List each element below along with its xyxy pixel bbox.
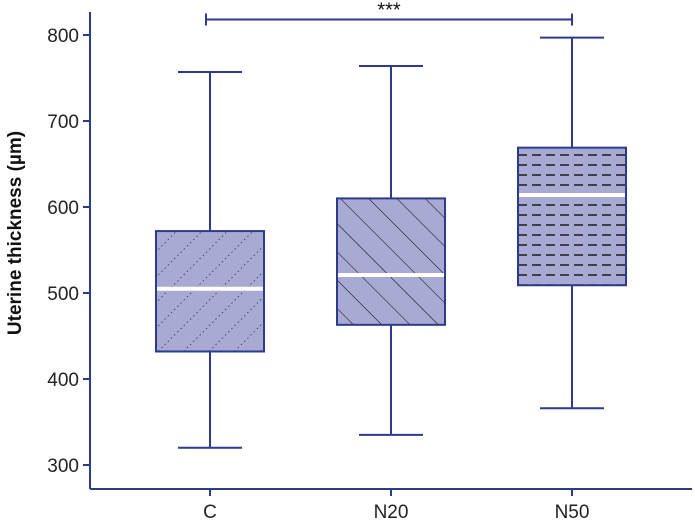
- y-axis-title: Uterine thickness (µm): [5, 131, 26, 335]
- box-series: [155, 36, 627, 449]
- x-axis-ticks: C N20 N50: [203, 489, 589, 523]
- x-tick-label-n20: N20: [374, 502, 409, 523]
- box-outline-n50: [517, 146, 627, 287]
- significance-annotations: ***: [205, 0, 573, 26]
- y-tick-label-800: 800: [47, 26, 79, 47]
- box-n50: [517, 36, 627, 410]
- y-axis-ticks: 300 400 500 600 700 800: [47, 26, 90, 477]
- y-tick-label-600: 600: [47, 198, 79, 219]
- significance-label: ***: [377, 0, 401, 22]
- box-n20: [336, 64, 446, 436]
- box-pattern-c: [156, 231, 264, 352]
- y-tick-label-700: 700: [47, 112, 79, 133]
- significance-bracket: ***: [205, 0, 573, 26]
- box-outline-n20: [336, 197, 446, 326]
- y-tick-label-500: 500: [47, 284, 79, 305]
- box-outline-c: [155, 230, 265, 353]
- x-tick-label-c: C: [203, 502, 217, 523]
- y-tick-label-400: 400: [47, 370, 79, 391]
- y-tick-label-300: 300: [47, 456, 79, 477]
- box-pattern-n20: [337, 198, 445, 325]
- box-c: [155, 70, 265, 449]
- box-pattern-n50: [518, 147, 626, 286]
- x-tick-label-n50: N50: [555, 502, 590, 523]
